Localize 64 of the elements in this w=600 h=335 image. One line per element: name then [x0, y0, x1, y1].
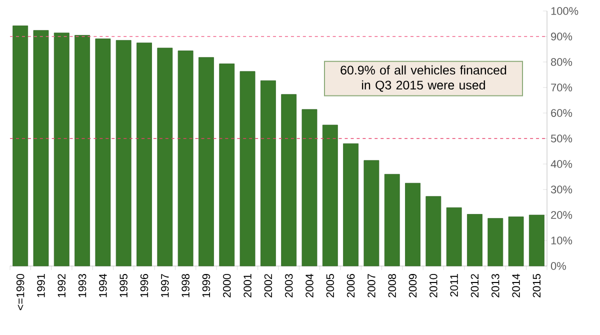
x-tick-label: 2008	[388, 274, 396, 298]
x-tick-label: 1991	[37, 274, 45, 298]
x-tick-label: 2014	[512, 274, 520, 298]
bar	[364, 160, 380, 266]
bar	[281, 94, 297, 266]
y-tick-label: 0%	[550, 262, 566, 270]
bar	[302, 109, 318, 266]
x-tick-label: 2001	[244, 274, 252, 298]
x-tick-label: 1994	[99, 274, 107, 298]
bar	[426, 196, 442, 266]
x-tick-label: 2013	[492, 274, 500, 298]
bar	[488, 218, 504, 266]
bar	[508, 216, 524, 266]
bar	[54, 32, 70, 266]
bar	[116, 40, 132, 266]
bar	[384, 174, 400, 266]
bar	[446, 207, 462, 266]
bar	[260, 80, 276, 266]
bar	[33, 30, 49, 266]
x-tick-label: 2009	[408, 274, 417, 298]
y-tick-label: 30%	[550, 186, 572, 194]
bar	[528, 214, 544, 266]
x-tick-label: 1995	[120, 274, 128, 298]
x-tick-label: 2012	[470, 274, 479, 298]
x-tick-label: 2007	[368, 274, 376, 298]
bar	[136, 42, 152, 266]
bar	[343, 143, 358, 266]
bar	[12, 26, 28, 266]
bar	[322, 124, 338, 266]
x-tick-label: 1993	[78, 274, 86, 298]
x-tick-label: 2000	[223, 274, 231, 298]
bar	[157, 48, 173, 266]
x-tick-label: 2010	[430, 274, 438, 298]
bar	[219, 64, 235, 266]
y-tick-label: 80%	[551, 58, 572, 66]
y-tick-label: 20%	[551, 211, 572, 219]
y-tick-label: 90%	[551, 32, 572, 40]
bar	[240, 71, 256, 266]
x-tick-label: 2011	[450, 274, 458, 297]
x-tick-label: 2003	[284, 274, 293, 298]
bar	[198, 57, 214, 266]
x-tick-label: 1992	[58, 274, 66, 298]
y-tick-label: 10%	[551, 236, 572, 244]
y-tick-label: 100%	[551, 7, 578, 15]
x-tick-label: 1999	[202, 274, 210, 298]
x-tick-label: 2002	[264, 274, 272, 298]
bar	[74, 35, 90, 266]
x-tick-label: 2004	[306, 274, 314, 298]
bar	[405, 182, 420, 266]
y-tick-label: 50%	[550, 134, 572, 142]
y-tick-label: 60%	[551, 109, 572, 117]
bar	[178, 50, 194, 266]
x-tick-label: 2005	[326, 274, 334, 298]
x-tick-label: 1997	[161, 274, 169, 298]
x-tick-label: <=1990	[16, 274, 24, 310]
annotation: 60.9% of all vehicles financed in Q3 2015 were used	[340, 65, 506, 92]
x-tick-label: 1998	[182, 274, 190, 298]
x-tick-label: 2006	[346, 274, 355, 298]
y-tick-label: 40%	[550, 160, 572, 168]
bar	[467, 214, 482, 266]
x-tick-label: 2015	[532, 274, 541, 298]
y-tick-label: 70%	[551, 84, 572, 92]
x-tick-label: 1996	[140, 274, 148, 298]
bar	[95, 38, 111, 266]
